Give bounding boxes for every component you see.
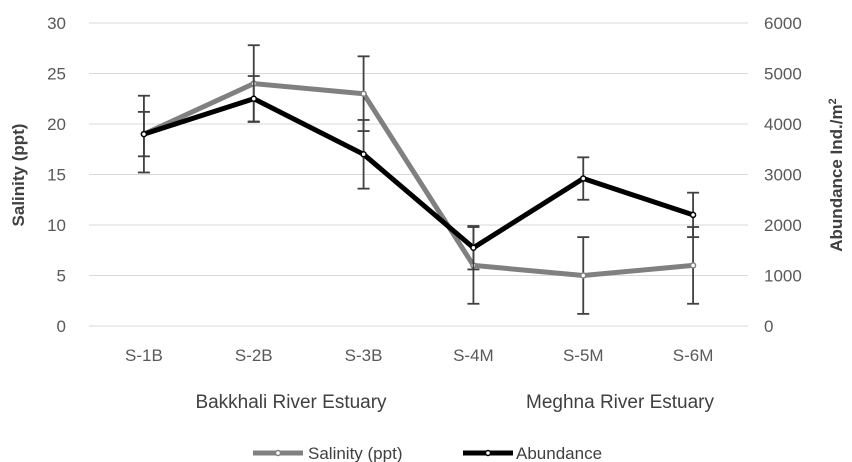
legend-abundance-label: Abundance	[516, 444, 602, 462]
data-point	[580, 175, 587, 182]
left-tick-label: 10	[47, 216, 66, 235]
right-tick-label: 4000	[764, 115, 802, 134]
right-axis-ticks: 0 1000 2000 3000 4000 5000 6000	[764, 14, 802, 336]
series-layer	[137, 44, 700, 315]
x-tick-label: S-6M	[673, 346, 714, 365]
series-salinity	[137, 44, 700, 315]
left-tick-label: 20	[47, 115, 66, 134]
group-label-meghna: Meghna River Estuary	[526, 392, 714, 413]
left-axis-title: Salinity (ppt)	[9, 124, 28, 227]
right-tick-label: 0	[764, 317, 773, 336]
data-point	[140, 130, 148, 138]
x-tick-label: S-3B	[345, 346, 383, 365]
data-point	[580, 272, 587, 279]
x-tick-label: S-1B	[125, 346, 163, 365]
right-axis-title: Abundance Ind./m2	[827, 98, 846, 251]
left-tick-label: 0	[57, 317, 66, 336]
legend-item-salinity: Salinity (ppt)	[253, 444, 402, 462]
left-tick-label: 30	[47, 14, 66, 33]
right-tick-label: 3000	[764, 166, 802, 185]
legend-salinity-marker	[274, 449, 282, 457]
right-tick-label: 5000	[764, 65, 802, 84]
legend-salinity-label: Salinity (ppt)	[308, 444, 402, 462]
right-axis-title-main: Abundance Ind./m	[827, 104, 846, 251]
gridlines	[89, 22, 748, 276]
data-point	[470, 244, 477, 251]
series-abundance	[137, 75, 700, 271]
left-tick-label: 5	[57, 267, 66, 286]
data-point	[689, 262, 697, 269]
x-tick-label: S-5M	[563, 346, 604, 365]
left-tick-label: 15	[47, 166, 66, 185]
x-tick-label: S-4M	[453, 346, 494, 365]
right-tick-label: 6000	[764, 14, 802, 33]
data-point	[360, 151, 367, 158]
x-tick-label: S-2B	[235, 346, 273, 365]
legend-item-abundance: Abundance	[463, 444, 602, 462]
data-point	[360, 90, 367, 97]
data-point	[250, 95, 257, 102]
left-tick-label: 25	[47, 65, 66, 84]
group-label-bakkhali: Bakkhali River Estuary	[195, 392, 387, 413]
legend: Salinity (ppt) Abundance	[253, 444, 602, 462]
data-point	[689, 211, 697, 219]
series-line	[142, 81, 694, 278]
right-tick-label: 1000	[764, 267, 802, 286]
x-axis-ticks: S-1B S-2B S-3B S-4M S-5M S-6M	[125, 346, 713, 365]
legend-abundance-marker	[484, 449, 492, 457]
left-axis-ticks: 0 5 10 15 20 25 30	[47, 14, 66, 336]
series-line	[143, 96, 694, 251]
right-tick-label: 2000	[764, 216, 802, 235]
right-axis-title-superscript: 2	[827, 98, 839, 104]
